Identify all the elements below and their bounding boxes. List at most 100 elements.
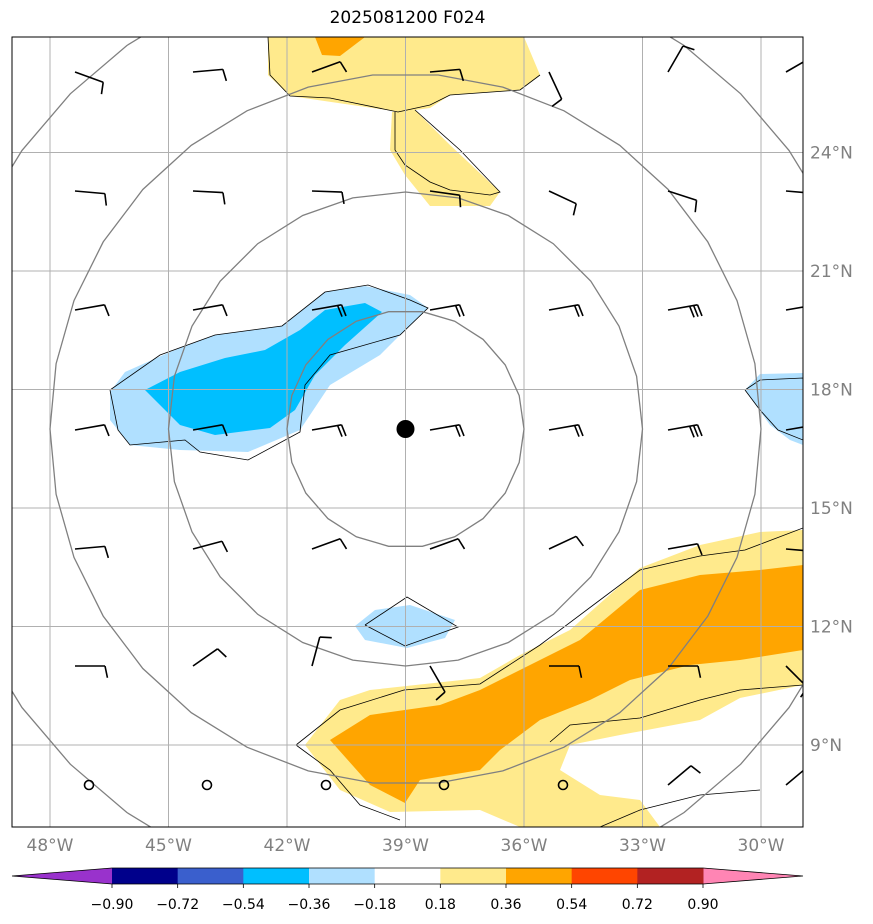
lon-tick-label: 45°W (145, 836, 192, 856)
wind-barb (668, 665, 702, 678)
colorbar-segment (571, 868, 638, 884)
wind-barb (75, 665, 109, 678)
wind-barb (548, 535, 585, 550)
lon-tick-label: 30°W (738, 836, 785, 856)
colorbar-label: −0.54 (222, 897, 265, 913)
wind-barb (83, 779, 95, 791)
colorbar-segment (506, 868, 573, 884)
lat-tick-label: 18°N (810, 381, 853, 401)
lat-tick-label: 21°N (810, 262, 853, 282)
wind-barb (429, 665, 446, 701)
wind-barb (311, 424, 347, 437)
lat-tick-label: 12°N (810, 618, 853, 638)
wind-barb (74, 424, 110, 437)
wind-barb (667, 304, 703, 318)
wind-barb (192, 68, 228, 82)
colorbar-label: 0.54 (556, 897, 587, 913)
wind-barb (311, 60, 348, 73)
colorbar-label: −0.90 (91, 897, 134, 913)
shaded-field (110, 37, 803, 827)
colorbar-over-extend (703, 868, 803, 884)
colorbar-segment (177, 868, 244, 884)
wind-barb (548, 304, 584, 317)
positive-region-north-tail (390, 110, 500, 206)
wind-barb (429, 190, 462, 208)
wind-barb (785, 548, 803, 552)
colorbar-label: −0.36 (288, 897, 331, 913)
colorbar-segment (440, 868, 507, 884)
wind-barb (429, 68, 465, 82)
wind-barb (667, 45, 695, 73)
wind-barb (192, 648, 227, 667)
wind-barb (192, 190, 226, 205)
positive-region-southeast-core (330, 565, 803, 803)
wind-barb (438, 779, 450, 791)
colorbar-segment (309, 868, 376, 884)
colorbar-label: −0.72 (156, 897, 199, 913)
wind-barb (667, 424, 703, 438)
wind-barb (548, 424, 584, 437)
wind-barb (311, 636, 332, 667)
map-title: 2025081200 F024 (329, 8, 486, 28)
wind-barb (74, 304, 110, 317)
wind-barb (785, 61, 803, 73)
range-ring (49, 74, 762, 784)
wind-barb (548, 190, 577, 216)
wind-barb (311, 304, 347, 317)
wind-barb (785, 769, 803, 786)
wind-barb (785, 190, 803, 194)
wind-barb (192, 540, 229, 553)
wind-barb (785, 306, 803, 311)
negative-region-west-core (145, 303, 382, 435)
wind-barb (667, 765, 701, 786)
wind-barb (311, 537, 348, 550)
colorbar: −0.90 −0.72 −0.54 −0.36 −0.18 0.18 0.36 0.54 0.7… (11, 867, 804, 913)
colorbar-segment (637, 868, 704, 884)
longitude-tick-labels: 48°W 45°W 42°W 39°W 36°W 33°W 30°W (27, 836, 785, 856)
lon-tick-label: 36°W (501, 836, 548, 856)
range-rings (12, 37, 803, 827)
wind-barb (201, 779, 213, 791)
wind-barb (429, 537, 466, 550)
wind-barb (548, 71, 563, 108)
wind-barb (557, 779, 569, 791)
lat-tick-label: 24°N (810, 144, 853, 164)
wind-barb (667, 543, 703, 556)
positive-region-north-core (315, 37, 365, 56)
colorbar-segment (374, 868, 441, 884)
colorbar-label: 0.72 (622, 897, 653, 913)
wind-barb (667, 190, 698, 213)
storm-center-marker (396, 420, 415, 438)
contour-lines (109, 37, 803, 827)
wind-barb (785, 426, 803, 431)
wind-barb (74, 190, 108, 206)
wind-barb (192, 304, 228, 317)
lon-tick-label: 33°W (619, 836, 666, 856)
colorbar-segment (112, 868, 179, 884)
range-ring (286, 311, 525, 547)
wind-barb (311, 190, 345, 205)
lon-tick-label: 48°W (27, 836, 74, 856)
wind-barb (192, 424, 228, 437)
lon-tick-label: 39°W (382, 836, 429, 856)
map-frame (11, 36, 804, 828)
wind-barb (429, 304, 465, 317)
colorbar-label: 0.18 (425, 897, 456, 913)
colorbar-segment (243, 868, 310, 884)
colorbar-label: 0.36 (490, 897, 521, 913)
latitude-tick-labels: 9°N 12°N 15°N 18°N 21°N 24°N (810, 144, 853, 757)
wind-barb (74, 545, 110, 559)
wind-barb (785, 665, 803, 698)
lon-tick-label: 42°W (264, 836, 311, 856)
lat-tick-label: 9°N (810, 736, 842, 756)
colorbar-label: 0.90 (687, 897, 718, 913)
colorbar-label: −0.18 (353, 897, 396, 913)
wind-barb (320, 779, 332, 791)
wind-barbs (74, 45, 803, 791)
negative-region-east (745, 373, 803, 445)
wind-barb (429, 424, 465, 437)
lat-tick-label: 15°N (810, 499, 853, 519)
colorbar-under-extend (12, 868, 112, 884)
wind-barb (549, 665, 583, 678)
